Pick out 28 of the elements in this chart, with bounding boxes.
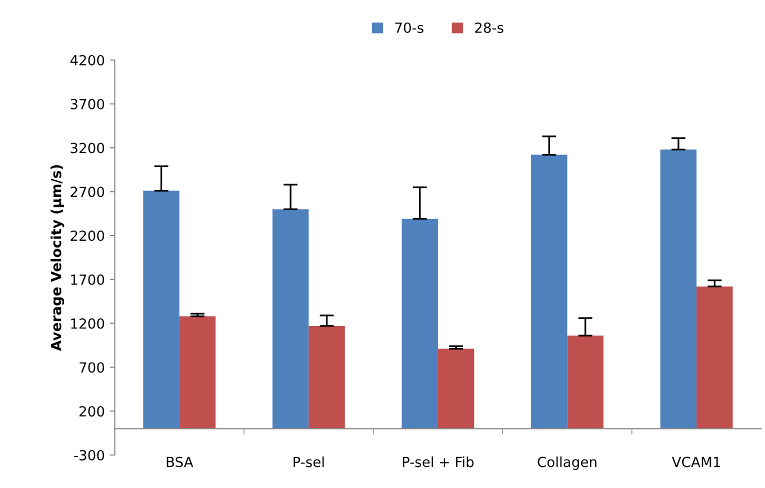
legend-label: 28-s: [475, 22, 504, 33]
x-tick-label: P-sel: [294, 456, 324, 468]
legend-label: 70-s: [395, 22, 424, 33]
bar: [272, 209, 309, 429]
y-tick-label: 1200: [71, 318, 104, 329]
x-tick-label: Collagen: [538, 456, 596, 470]
x-tick-label: P-sel + Fib: [402, 456, 474, 468]
y-tick-label: 4200: [70, 54, 104, 66]
y-tick-label: 2700: [70, 186, 104, 198]
bar: [696, 286, 733, 429]
bar: [143, 190, 180, 429]
y-tick-label: 3200: [70, 142, 104, 154]
x-tick-label: VCAM1: [672, 456, 720, 468]
y-tick-label: 1700: [71, 274, 104, 285]
y-tick-label: 3700: [70, 98, 104, 110]
y-tick-label: 2200: [70, 230, 104, 242]
x-tick-label: BSA: [166, 456, 194, 468]
y-tick-label: -300: [74, 450, 104, 460]
bar: [567, 336, 604, 429]
bar: [660, 150, 697, 429]
y-tick-label: 200: [80, 406, 104, 417]
bar: [402, 218, 438, 429]
bar: [438, 348, 474, 429]
bar: [179, 316, 216, 429]
y-tick-label: 700: [80, 362, 104, 373]
bar: [531, 154, 568, 429]
y-axis-title: Average Velocity (µm/s): [50, 165, 64, 351]
bar: [308, 326, 345, 429]
